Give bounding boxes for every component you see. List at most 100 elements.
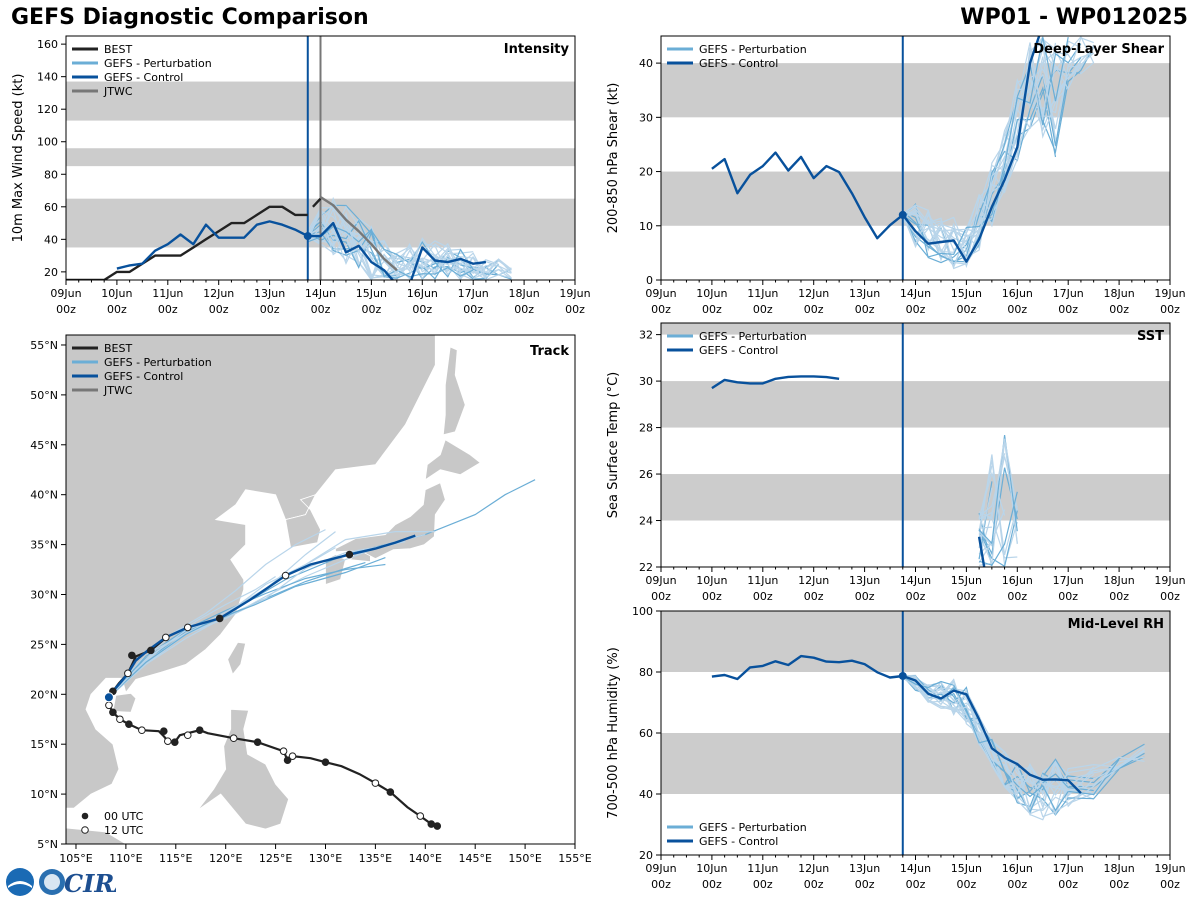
track-lat-tick-label: 10°N (30, 788, 58, 801)
sst-frame (660, 322, 1171, 568)
sst-perturbation-member (979, 440, 1018, 566)
sst-x-tick-label: 00z (804, 590, 824, 603)
sst-y-tick-label: 24 (639, 515, 653, 528)
rh-x-tick-label: 17Jun (1053, 862, 1084, 875)
track-best-marker-12utc (288, 752, 297, 760)
intensity-x-tick-label: 16Jun (407, 287, 438, 300)
rh-perturbation-member (902, 675, 1120, 797)
track-legend-label-00utc: 00 UTC (104, 810, 144, 823)
noaa-cira-logo: CIRA (6, 868, 116, 898)
shear-series-gefs-control (711, 36, 1041, 263)
intensity-y-tick-label: 80 (44, 168, 58, 181)
track-lon-tick-label: 150°E (508, 852, 541, 865)
track-best-marker-00utc (125, 720, 133, 729)
sst-x-tick-label: 19Jun (1154, 574, 1185, 587)
sst-perturbation-member (979, 526, 992, 529)
track-lat-tick-label: 35°N (30, 539, 58, 552)
shear-x-tick-label: 00z (855, 303, 875, 316)
intensity-panel: 09Jun 00z 10Jun 00z 11Jun 00z 12Jun 00z 13Jun 00z… (11, 35, 591, 316)
track-best-marker-12utc (124, 669, 132, 678)
intensity-x-tick-label: 00z (514, 303, 534, 316)
shear-x-tick-label: 00z (906, 303, 926, 316)
rh-y-axis-label: 700-500 hPa Humidity (%) (606, 647, 621, 819)
rh-y-tick-label: 80 (639, 666, 653, 679)
rh-plot-area (661, 611, 1170, 855)
shear-perturbation-member (902, 37, 1094, 270)
sst-perturbation-member (978, 435, 1018, 545)
track-best-marker-12utc (183, 731, 192, 740)
intensity-x-tick-label: 19Jun (559, 287, 590, 300)
sst-x-tick-label: 00z (1160, 590, 1180, 603)
sst-x-tick-label: 00z (906, 590, 926, 603)
shear-panel: 09Jun 00z 10Jun 00z 11Jun 00z 12Jun 00z 13Jun 00z… (606, 35, 1186, 316)
sst-y-tick-label: 22 (639, 561, 653, 574)
shear-x-tick-label: 09Jun (645, 287, 676, 300)
intensity-perturbation-member (307, 208, 512, 280)
shear-x-tick-label: 15Jun (951, 287, 982, 300)
shear-x-tick-label: 13Jun (849, 287, 880, 300)
shear-x-tick-label: 00z (651, 303, 671, 316)
honshu-landmass (335, 482, 446, 560)
intensity-x-tick-label: 00z (463, 303, 483, 316)
sst-x-tick-label: 00z (651, 590, 671, 603)
shear-panel-title: Deep-Layer Shear (1033, 42, 1164, 57)
rh-x-tick-label: 09Jun (645, 862, 676, 875)
track-legend-label-best: BEST (104, 342, 132, 355)
track-legend-label-jtwc: JTWC (103, 384, 133, 397)
track-best-marker-00utc (253, 738, 262, 747)
shear-legend-label-perturbation: GEFS - Perturbation (699, 43, 807, 56)
track-perturbation-member (108, 557, 386, 698)
rh-y-tick-label: 60 (639, 727, 653, 740)
figure-title-left: GEFS Diagnostic Comparison (11, 5, 369, 30)
rh-legend-label-control: GEFS - Control (699, 835, 778, 848)
shear-x-tick-label: 00z (702, 303, 722, 316)
sst-series-gefs-control (977, 536, 986, 567)
rh-x-tick-label: 00z (651, 878, 671, 891)
intensity-x-tick-label: 14Jun (305, 287, 336, 300)
rh-x-tick-label: 19Jun (1154, 862, 1185, 875)
intensity-plot-area (66, 36, 575, 280)
track-best-marker-12utc (164, 737, 172, 746)
sakhalin-landmass (442, 346, 466, 436)
intensity-init-point (303, 232, 312, 241)
rh-series-gefs-control (711, 654, 1082, 794)
track-plot-area (66, 335, 536, 844)
shear-x-tick-label: 17Jun (1053, 287, 1084, 300)
intensity-x-tick-label: 00z (412, 303, 432, 316)
sst-x-tick-label: 00z (702, 590, 722, 603)
rh-x-tick-label: 14Jun (900, 862, 931, 875)
figure-title-right: WP01 - WP012025 (960, 5, 1188, 30)
track-best-marker-00utc (147, 646, 155, 655)
sst-x-tick-label: 18Jun (1104, 574, 1135, 587)
track-lon-tick-label: 135°E (359, 852, 392, 865)
rh-x-tick-label: 13Jun (849, 862, 880, 875)
track-legend-label-control: GEFS - Control (104, 370, 183, 383)
cira-logo-text: CIRA (64, 869, 116, 898)
sst-x-tick-label: 17Jun (1053, 574, 1084, 587)
rh-x-tick-label: 00z (753, 878, 773, 891)
shear-y-axis-label: 200-850 hPa Shear (kt) (606, 83, 621, 234)
track-best-marker-00utc (386, 788, 395, 796)
intensity-perturbation-member (307, 217, 499, 277)
track-control-line (107, 534, 416, 698)
sst-perturbation-member (978, 453, 1006, 517)
track-init-point (103, 692, 114, 703)
sst-x-tick-label: 00z (855, 590, 875, 603)
intensity-series-jtwc (319, 195, 398, 272)
sst-legend-label-perturbation: GEFS - Perturbation (699, 330, 807, 343)
rh-x-tick-label: 00z (1109, 878, 1129, 891)
track-best-marker-00utc (321, 758, 330, 766)
track-lat-tick-label: 45°N (30, 439, 58, 452)
rh-panel: 09Jun 00z 10Jun 00z 11Jun 00z 12Jun 00z 13Jun 00z… (606, 605, 1186, 891)
intensity-x-tick-label: 00z (107, 303, 127, 316)
rh-band (661, 733, 1170, 794)
shear-x-tick-label: 12Jun (798, 287, 829, 300)
shear-perturbation-member (902, 46, 1095, 263)
hokkaido-landmass (424, 439, 481, 481)
track-lat-tick-label: 25°N (30, 638, 58, 651)
track-lon-tick-label: 155°E (558, 852, 591, 865)
rh-perturbation-member (902, 674, 1145, 813)
track-best-marker-12utc (279, 747, 288, 755)
sst-legend-label-control: GEFS - Control (699, 344, 778, 357)
rh-y-tick-label: 20 (639, 849, 653, 862)
